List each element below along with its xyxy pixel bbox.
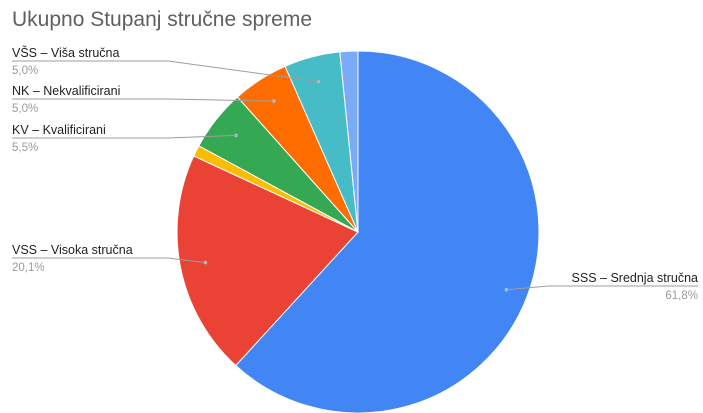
pie-slice-vss: [176, 155, 359, 367]
slice-label: VSS – Visoka stručna: [12, 243, 133, 257]
slice-percent: 61,8%: [665, 290, 698, 302]
leader-line: [12, 98, 274, 102]
slice-label: VŠS – Viša stručna: [12, 45, 120, 60]
leader-line: [506, 285, 698, 291]
slice-percent: 5,5%: [12, 142, 38, 154]
slice-percent: 5,0%: [12, 65, 38, 77]
slice-label: SSS – Srednja stručna: [572, 271, 699, 285]
slice-percent: 5,0%: [12, 103, 38, 115]
slice-percent: 20,1%: [12, 262, 45, 274]
leader-line: [12, 60, 319, 82]
leader-line: [12, 134, 236, 139]
pie-slice-sss: [235, 50, 540, 413]
chart-title: Ukupno Stupanj stručne spreme: [12, 8, 312, 31]
pie-slices: [176, 50, 540, 413]
slice-labels: SSS – Srednja stručna 61,8% VSS – Visoka s…: [12, 45, 698, 302]
slice-label: NK – Nekvalificirani: [12, 84, 120, 98]
slice-label: KV – Kvalificirani: [12, 123, 106, 137]
leader-dot: [203, 260, 208, 265]
pie-slice-6: [339, 50, 359, 233]
leader-lines: [12, 60, 698, 292]
leader-line: [12, 257, 206, 264]
